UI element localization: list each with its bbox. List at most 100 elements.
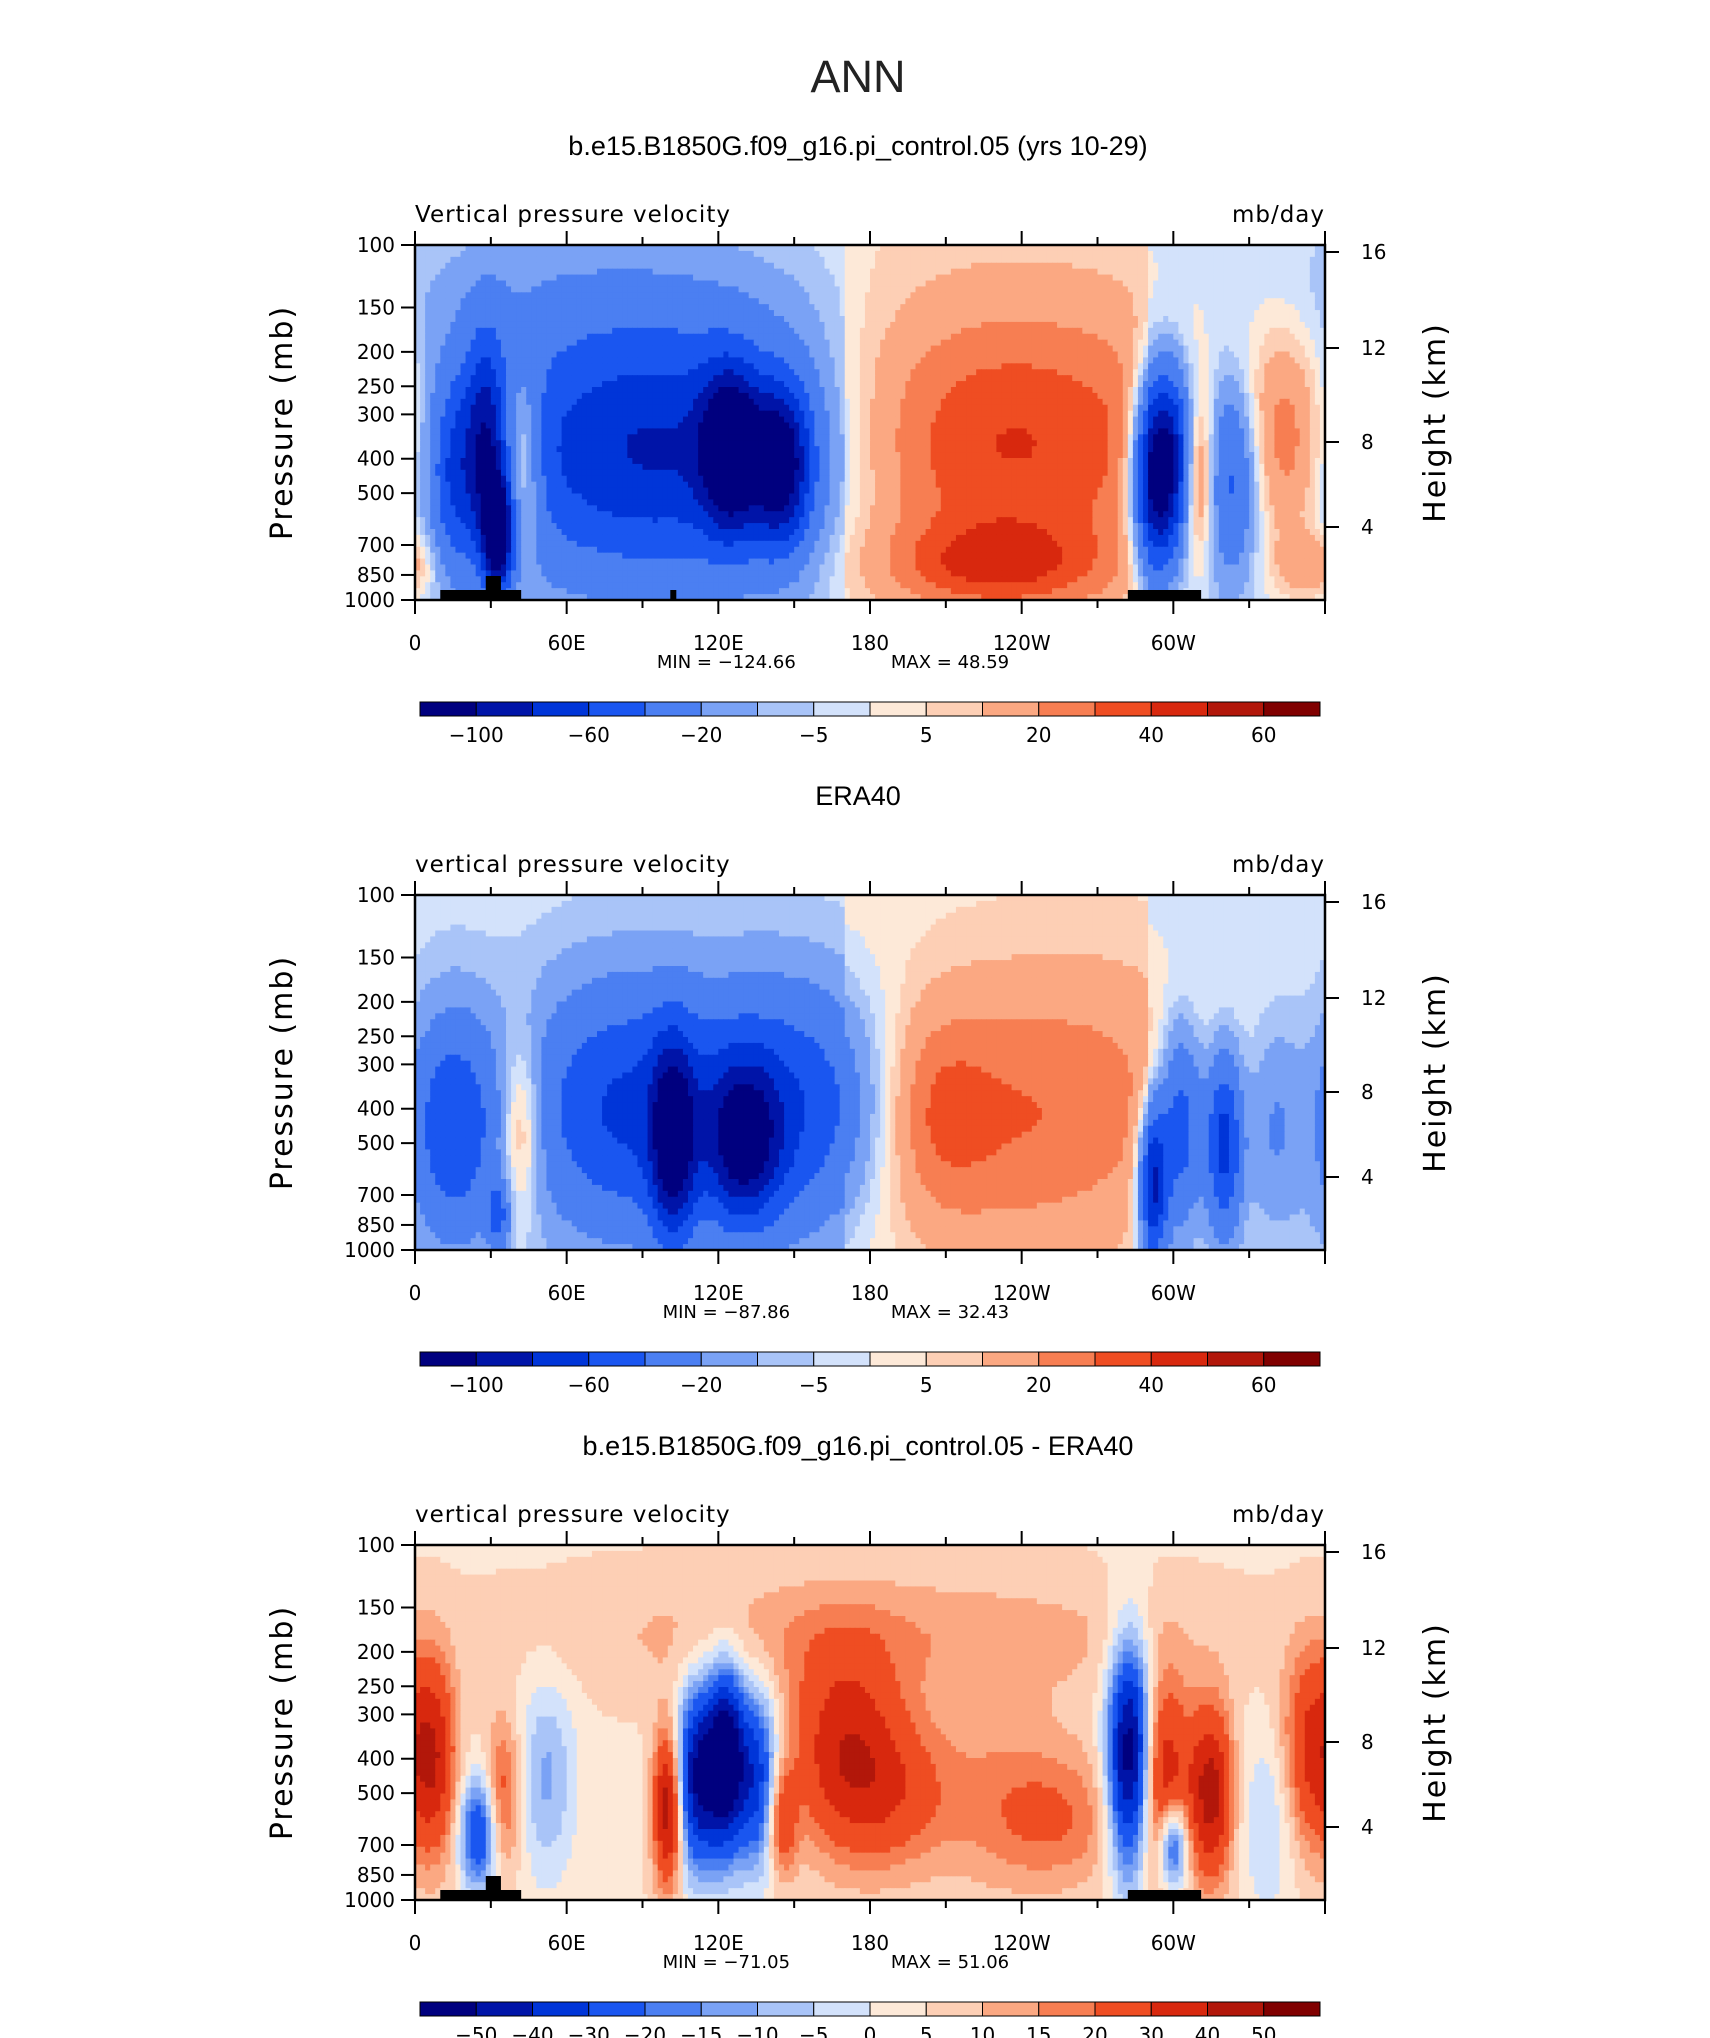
field-cell	[981, 268, 987, 276]
field-cell	[551, 327, 558, 335]
field-cell	[819, 292, 826, 299]
field-cell	[834, 280, 841, 288]
field-cell	[1132, 363, 1139, 370]
field-cell	[708, 351, 714, 359]
field-cell	[627, 292, 633, 299]
field-cell	[971, 298, 977, 305]
field-cell	[950, 333, 957, 341]
field-cell	[1112, 381, 1119, 388]
field-cell	[925, 298, 932, 305]
field-cell	[971, 375, 977, 382]
field-cell	[1117, 245, 1124, 252]
field-cell	[607, 292, 613, 299]
field-cell	[844, 381, 851, 388]
field-cell	[981, 316, 987, 323]
field-cell	[1213, 339, 1220, 347]
field-cell	[809, 387, 815, 394]
field-cell	[541, 256, 548, 264]
field-cell	[824, 351, 831, 359]
field-cell	[1188, 387, 1195, 394]
field-cell	[591, 262, 598, 270]
field-cell	[662, 262, 669, 270]
field-cell	[1198, 280, 1205, 288]
field-cell	[1082, 280, 1088, 288]
field-cell	[789, 369, 795, 376]
field-cell	[789, 345, 795, 353]
field-cell	[1284, 280, 1291, 288]
field-cell	[1057, 387, 1063, 394]
field-cell	[637, 316, 644, 323]
field-cell	[1143, 381, 1149, 388]
field-cell	[511, 339, 517, 347]
field-cell	[854, 274, 861, 282]
field-cell	[738, 310, 745, 317]
field-cell	[566, 351, 573, 359]
field-cell	[996, 298, 1003, 305]
field-cell	[561, 351, 568, 359]
field-cell	[425, 398, 431, 406]
field-cell	[1183, 381, 1190, 388]
field-cell	[516, 245, 522, 252]
field-cell	[930, 375, 937, 382]
field-cell	[748, 268, 755, 276]
field-cell	[804, 387, 810, 394]
field-cell	[1117, 369, 1124, 376]
field-cell	[531, 375, 537, 382]
field-cell	[758, 404, 765, 412]
field-cell	[415, 339, 421, 347]
field-cell	[1057, 250, 1063, 258]
field-cell	[859, 392, 866, 400]
field-cell	[1041, 333, 1048, 341]
field-cell	[966, 256, 972, 264]
field-cell	[940, 327, 947, 335]
field-cell	[768, 298, 775, 305]
field-cell	[480, 327, 487, 335]
field-cell	[455, 268, 462, 276]
field-cell	[516, 392, 522, 400]
field-cell	[1052, 250, 1058, 258]
field-cell	[1011, 398, 1018, 406]
field-cell	[1021, 381, 1028, 388]
field-cell	[920, 369, 927, 376]
field-cell	[1036, 304, 1043, 311]
field-cell	[1163, 351, 1169, 359]
field-cell	[1279, 268, 1286, 276]
field-cell	[1052, 310, 1058, 317]
field-cell	[875, 375, 881, 382]
field-cell	[1031, 363, 1038, 370]
field-cell	[733, 375, 740, 382]
field-cell	[910, 387, 917, 394]
field-cell	[536, 363, 542, 370]
field-cell	[713, 363, 719, 370]
field-cell	[1067, 363, 1073, 370]
field-cell	[1259, 363, 1265, 370]
field-cell	[814, 339, 821, 347]
field-cell	[849, 274, 856, 282]
field-cell	[576, 351, 583, 359]
field-cell	[890, 398, 896, 406]
field-cell	[748, 274, 755, 282]
field-cell	[814, 333, 821, 341]
field-cell	[779, 398, 785, 406]
field-cell	[703, 256, 709, 264]
field-cell	[708, 250, 714, 258]
field-cell	[1077, 387, 1083, 394]
field-cell	[1213, 387, 1220, 394]
field-cell	[1041, 357, 1048, 364]
field-cell	[1062, 262, 1068, 270]
field-cell	[864, 404, 871, 412]
field-cell	[1234, 298, 1240, 305]
field-cell	[1289, 369, 1296, 376]
field-cell	[1299, 333, 1306, 341]
field-cell	[1168, 381, 1174, 388]
field-cell	[819, 398, 826, 406]
field-cell	[971, 404, 977, 412]
field-cell	[875, 381, 881, 388]
field-cell	[1239, 363, 1245, 370]
field-cell	[905, 339, 912, 347]
field-cell	[1067, 316, 1073, 323]
field-cell	[895, 245, 901, 252]
field-cell	[966, 363, 972, 370]
field-cell	[1319, 286, 1325, 293]
field-cell	[1239, 381, 1245, 388]
